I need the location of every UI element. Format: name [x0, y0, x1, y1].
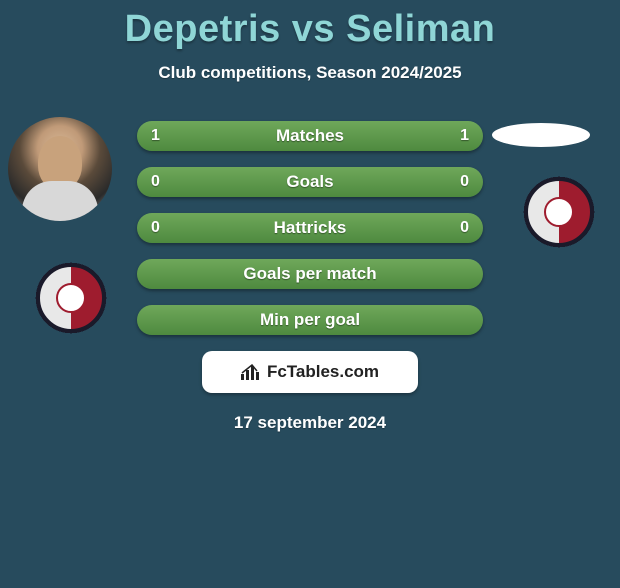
stat-matches-left: 1: [151, 127, 160, 145]
bar-chart-icon: [241, 364, 261, 380]
player-placeholder-right: [492, 123, 590, 147]
team-badge-left-inner: [36, 263, 106, 333]
subtitle: Club competitions, Season 2024/2025: [0, 63, 620, 83]
source-text: FcTables.com: [267, 362, 379, 382]
team-badge-right-inner: [524, 177, 594, 247]
team-badge-left: [28, 255, 114, 341]
stat-row-matches: 1 Matches 1: [137, 121, 483, 151]
page-title: Depetris vs Seliman: [0, 8, 620, 51]
source-badge: FcTables.com: [202, 351, 418, 393]
stat-hattricks-right: 0: [460, 219, 469, 237]
stat-row-hattricks: 0 Hattricks 0: [137, 213, 483, 243]
player-photo-left: [8, 117, 112, 221]
stat-goals-label: Goals: [286, 172, 333, 192]
stat-gpm-label: Goals per match: [243, 264, 376, 284]
stat-row-gpm: Goals per match: [137, 259, 483, 289]
stat-matches-label: Matches: [276, 126, 344, 146]
stats-area: 1 Matches 1 0 Goals 0 0 Hattricks 0 Goal…: [0, 121, 620, 433]
date-label: 17 september 2024: [0, 413, 620, 433]
stat-mpg-label: Min per goal: [260, 310, 360, 330]
stat-hattricks-left: 0: [151, 219, 160, 237]
stat-goals-left: 0: [151, 173, 160, 191]
stat-matches-right: 1: [460, 127, 469, 145]
stat-row-mpg: Min per goal: [137, 305, 483, 335]
team-badge-right: [516, 169, 602, 255]
stat-goals-right: 0: [460, 173, 469, 191]
stat-row-goals: 0 Goals 0: [137, 167, 483, 197]
stat-hattricks-label: Hattricks: [274, 218, 347, 238]
